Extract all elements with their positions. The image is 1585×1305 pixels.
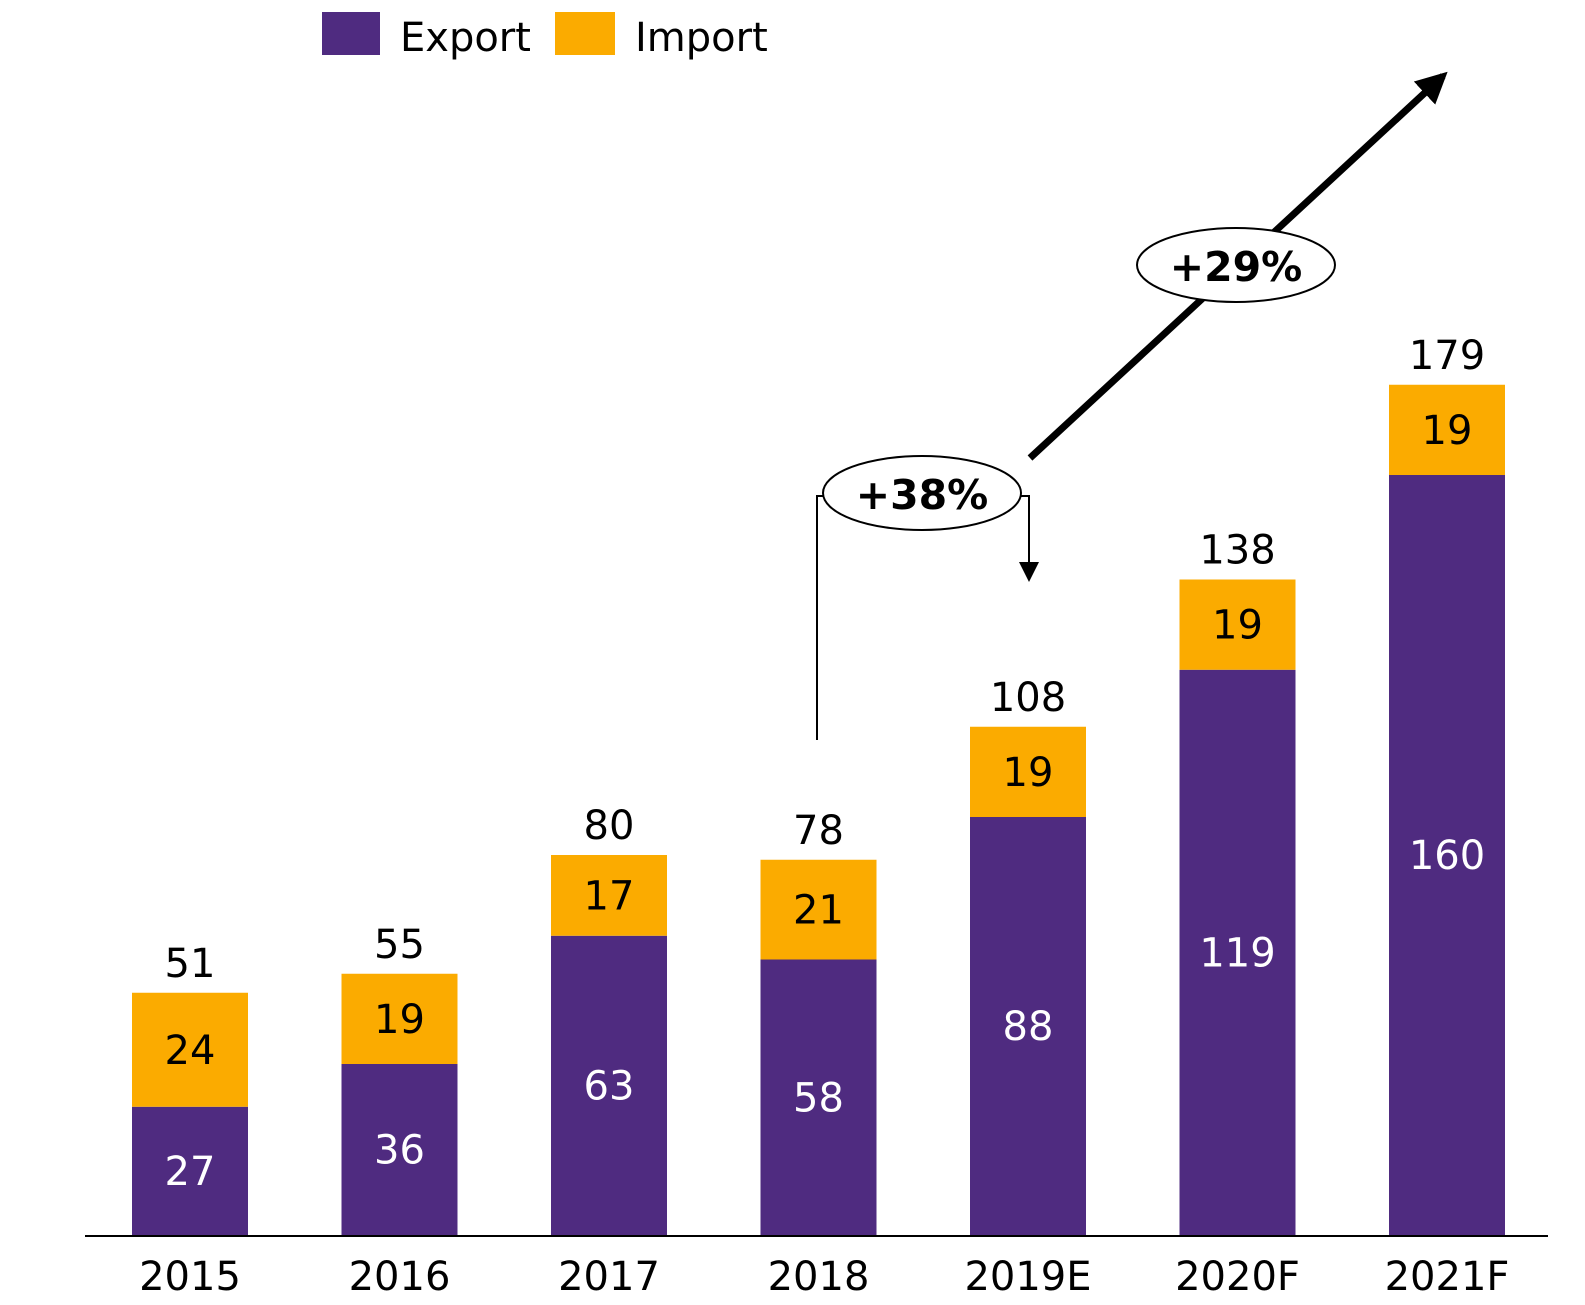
total-label-2018: 78 [793, 808, 844, 854]
labels-layer: 27 24 51 36 19 55 63 17 80 58 21 78 88 19 108 119 19 138 1… [165, 333, 1486, 1195]
x-tick-label-2019e: 2019E [964, 1254, 1091, 1300]
value-label-export-2019e: 88 [1003, 1004, 1054, 1050]
growth-label-29: +29% [1170, 243, 1303, 291]
growth-ellipse-38 [822, 455, 1022, 531]
bar-export-2019e [970, 817, 1086, 1235]
total-label-2021f: 179 [1409, 333, 1485, 379]
bar-import-2019e [970, 726, 1086, 817]
growth-label-38: +38% [856, 471, 989, 519]
x-tick-label-2018: 2018 [768, 1254, 870, 1300]
value-label-import-2017: 17 [584, 873, 635, 919]
bar-import-2015 [132, 992, 248, 1107]
value-label-import-2015: 24 [165, 1028, 216, 1074]
legend-swatch-export [322, 12, 380, 55]
legend-label-import: Import [635, 15, 768, 61]
value-label-import-2020f: 19 [1212, 603, 1263, 649]
bars-layer [132, 384, 1505, 1235]
legend: Export Import [322, 12, 768, 61]
total-label-2016: 55 [374, 922, 425, 968]
bar-export-2015 [132, 1106, 248, 1235]
x-axis-tick-labels: 2015 2016 2017 2018 2019E 2020F 2021F [139, 1254, 1509, 1300]
value-label-export-2018: 58 [793, 1075, 844, 1121]
bar-import-2018 [760, 859, 877, 960]
growth-annotation-2018-2019: +38% [816, 455, 1039, 740]
legend-swatch-import [555, 12, 615, 55]
value-label-export-2016: 36 [374, 1128, 425, 1174]
value-label-export-2015: 27 [165, 1149, 216, 1195]
bar-export-2017 [551, 935, 667, 1235]
value-label-import-2016: 19 [374, 997, 425, 1043]
total-label-2019e: 108 [990, 675, 1066, 721]
bar-import-2020f [1179, 579, 1296, 670]
x-tick-label-2015: 2015 [139, 1254, 241, 1300]
bar-export-2020f [1179, 669, 1296, 1235]
value-label-import-2021f: 19 [1422, 408, 1473, 454]
total-label-2017: 80 [584, 803, 635, 849]
value-label-export-2020f: 119 [1199, 930, 1275, 976]
x-tick-label-2017: 2017 [558, 1254, 660, 1300]
value-label-import-2018: 21 [793, 888, 844, 934]
total-label-2020f: 138 [1199, 528, 1275, 574]
x-tick-label-2020f: 2020F [1175, 1254, 1300, 1300]
bar-import-2017 [551, 855, 667, 936]
x-tick-label-2021f: 2021F [1385, 1254, 1510, 1300]
value-label-export-2021f: 160 [1409, 833, 1485, 879]
bar-export-2018 [760, 959, 877, 1235]
bar-import-2016 [341, 973, 458, 1064]
bar-export-2016 [341, 1064, 458, 1235]
growth-annotation-2019-2021: +29% [1027, 71, 1448, 461]
value-label-import-2019e: 19 [1003, 750, 1054, 796]
bar-import-2021f [1389, 384, 1505, 475]
bar-export-2021f [1389, 475, 1505, 1235]
legend-label-export: Export [400, 15, 531, 61]
value-label-export-2017: 63 [584, 1063, 635, 1109]
total-label-2015: 51 [165, 941, 216, 987]
x-tick-label-2016: 2016 [349, 1254, 451, 1300]
growth-ellipse-29 [1136, 227, 1336, 303]
